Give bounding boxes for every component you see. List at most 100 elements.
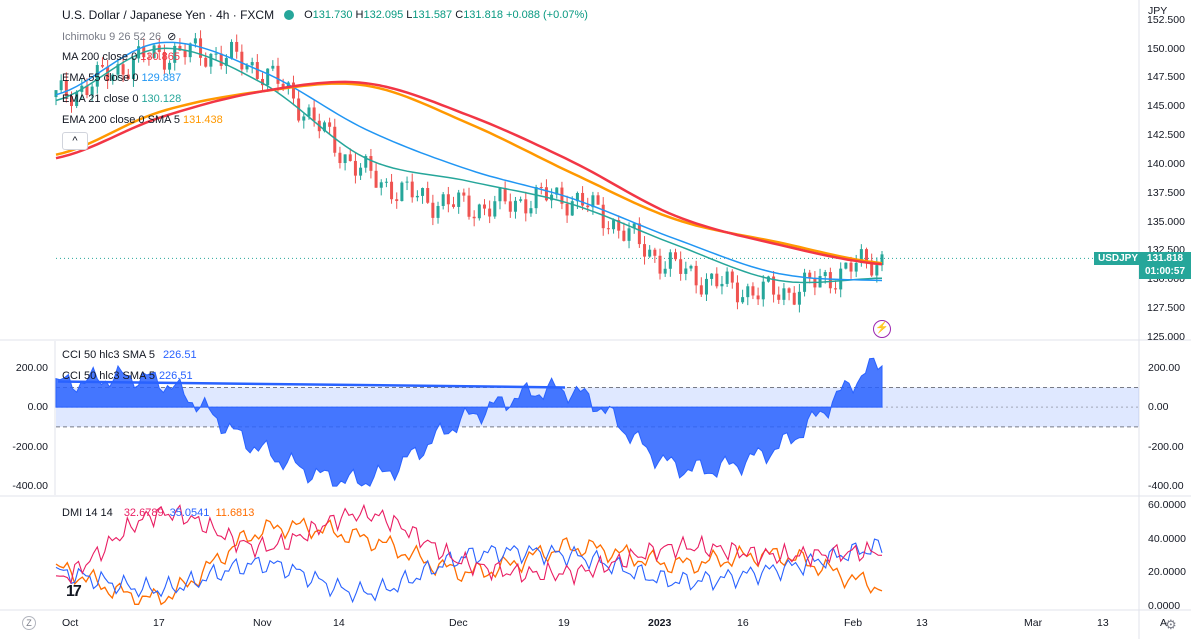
candle-body [632, 223, 636, 229]
currency-label[interactable]: JPY [1148, 5, 1168, 17]
time-tick-label: 14 [333, 617, 345, 629]
collapse-legend-button[interactable]: ^ [62, 132, 88, 150]
candle-body [193, 38, 197, 44]
legend-cci-1[interactable]: CCI 50 hlc3 SMA 5 226.51 [62, 349, 197, 361]
timezone-icon[interactable]: Z [22, 616, 36, 630]
candle-body [503, 187, 507, 202]
market-status-icon[interactable] [284, 10, 295, 20]
candle-body [550, 194, 554, 201]
candle-body [581, 192, 585, 206]
legend-ema21[interactable]: EMA 21 close 0 130.128 [62, 93, 182, 105]
hidden-eye-icon[interactable]: ⊘ [167, 31, 177, 43]
candle-body [452, 204, 456, 207]
candle-body [431, 202, 435, 218]
candle-body [395, 199, 399, 202]
candle-body [539, 187, 543, 189]
candle-body [54, 90, 58, 98]
candle-body [880, 254, 884, 266]
candle-body [870, 260, 874, 276]
candle-body [617, 220, 621, 231]
candle-body [782, 288, 786, 300]
time-tick-label: Nov [253, 617, 272, 629]
candle-body [364, 156, 368, 168]
candle-body [725, 271, 729, 284]
candle-body [462, 192, 466, 196]
candle-body [828, 272, 832, 289]
legend-cci-2[interactable]: CCI 50 hlc3 SMA 5 226.51 [62, 370, 193, 382]
candle-body [482, 204, 486, 209]
cci-tick-label-right: 200.00 [1148, 361, 1181, 374]
candle-body [596, 195, 600, 205]
candle-body [204, 57, 208, 67]
cci-tick-label-left: -400.00 [12, 480, 48, 493]
candle-body [477, 204, 481, 219]
candle-body [100, 65, 104, 67]
candle-body [322, 122, 326, 132]
price-tick-label: 135.000 [1147, 215, 1185, 228]
symbol-title[interactable]: U.S. Dollar / Japanese Yen · 4h · FXCM [62, 8, 275, 22]
ema55-line [55, 41, 883, 282]
candle-body [400, 182, 404, 202]
candle-body [286, 82, 290, 89]
candle-body [756, 295, 760, 300]
time-tick-label: Oct [62, 617, 79, 629]
candle-body [704, 278, 708, 295]
candle-body [751, 286, 755, 296]
candle-body [875, 265, 879, 276]
cci-tick-label-right: -400.00 [1148, 480, 1184, 493]
candle-body [555, 187, 559, 195]
candle-body [658, 255, 662, 274]
candle-body [622, 230, 626, 241]
candle-body [508, 201, 512, 212]
candle-body [519, 199, 523, 201]
candle-body [699, 285, 703, 295]
cci-tick-label-left: 0.00 [27, 401, 48, 414]
candle-body [111, 74, 115, 81]
candle-body [513, 200, 517, 212]
candle-body [679, 259, 683, 274]
legend-ema55[interactable]: EMA 55 close 0 129.887 [62, 72, 182, 84]
candle-body [668, 252, 672, 269]
price-tick-label: 152.500 [1147, 13, 1185, 26]
tradingview-logo[interactable]: 17 [66, 583, 82, 600]
candle-body [69, 96, 73, 107]
legend-dmi[interactable]: DMI 14 14 32.6789 35.0541 11.6813 [62, 507, 255, 519]
flash-icon[interactable]: ⚡ [873, 320, 891, 338]
price-tick-label: 140.000 [1147, 157, 1185, 170]
price-tick-label: 137.500 [1147, 186, 1185, 199]
candle-body [643, 244, 647, 257]
candle-body [787, 288, 791, 293]
legend-ma200[interactable]: MA 200 close 0 130.865 [62, 51, 180, 63]
candle-body [410, 181, 414, 198]
candle-body [834, 288, 838, 290]
candle-body [188, 43, 192, 58]
candle-body [162, 51, 166, 70]
candle-body [637, 223, 641, 245]
candle-body [534, 187, 538, 209]
candle-body [59, 80, 63, 91]
candle-body [710, 273, 714, 279]
candle-body [415, 195, 419, 198]
legend-ichimoku[interactable]: Ichimoku 9 26 52 26 ⊘ [62, 31, 177, 43]
candle-body [199, 38, 203, 58]
dmi-tick-label: 40.0000 [1148, 532, 1186, 545]
gear-icon[interactable]: ⚙ [1165, 617, 1177, 632]
candle-body [421, 188, 425, 196]
candle-body [359, 167, 363, 176]
candle-body [777, 294, 781, 300]
dmi-tick-label: 0.0000 [1148, 600, 1181, 612]
candle-body [131, 58, 135, 80]
candle-body [147, 57, 151, 59]
candle-body [266, 68, 270, 86]
candle-body [591, 195, 595, 208]
ema21-line [55, 47, 883, 284]
candle-body [746, 286, 750, 298]
candle-body [772, 276, 776, 295]
candle-body [121, 64, 125, 75]
legend-ema200[interactable]: EMA 200 close 0 SMA 5 131.438 [62, 114, 223, 126]
candle-body [245, 65, 249, 70]
candle-body [302, 116, 306, 121]
candle-body [457, 192, 461, 207]
time-tick-label: 13 [916, 617, 928, 629]
